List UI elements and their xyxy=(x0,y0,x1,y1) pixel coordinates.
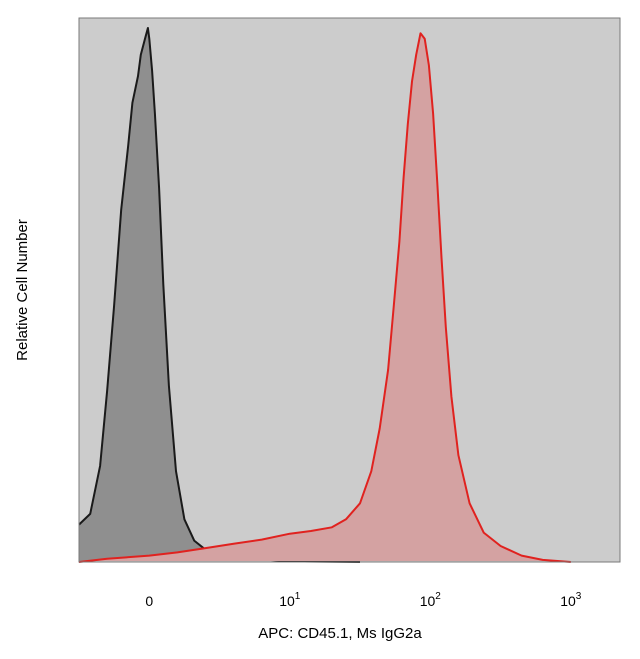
series-2-line xyxy=(78,32,571,563)
x-tick-labels: 0 101 102 103 xyxy=(145,591,581,609)
series-2-area xyxy=(79,33,571,563)
x-tick-label-3: 102 xyxy=(420,591,442,609)
x-tick-label-2: 101 xyxy=(279,591,301,609)
x-tick-label-4: 103 xyxy=(560,591,582,609)
series-layer xyxy=(78,27,571,563)
plot-frame xyxy=(78,17,621,563)
x-tick-label-1: 0 xyxy=(145,593,153,609)
y-axis-label: Relative Cell Number xyxy=(14,219,31,361)
x-axis-label: APC: CD45.1, Ms IgG2a xyxy=(258,625,422,642)
series-1-area xyxy=(79,28,360,562)
